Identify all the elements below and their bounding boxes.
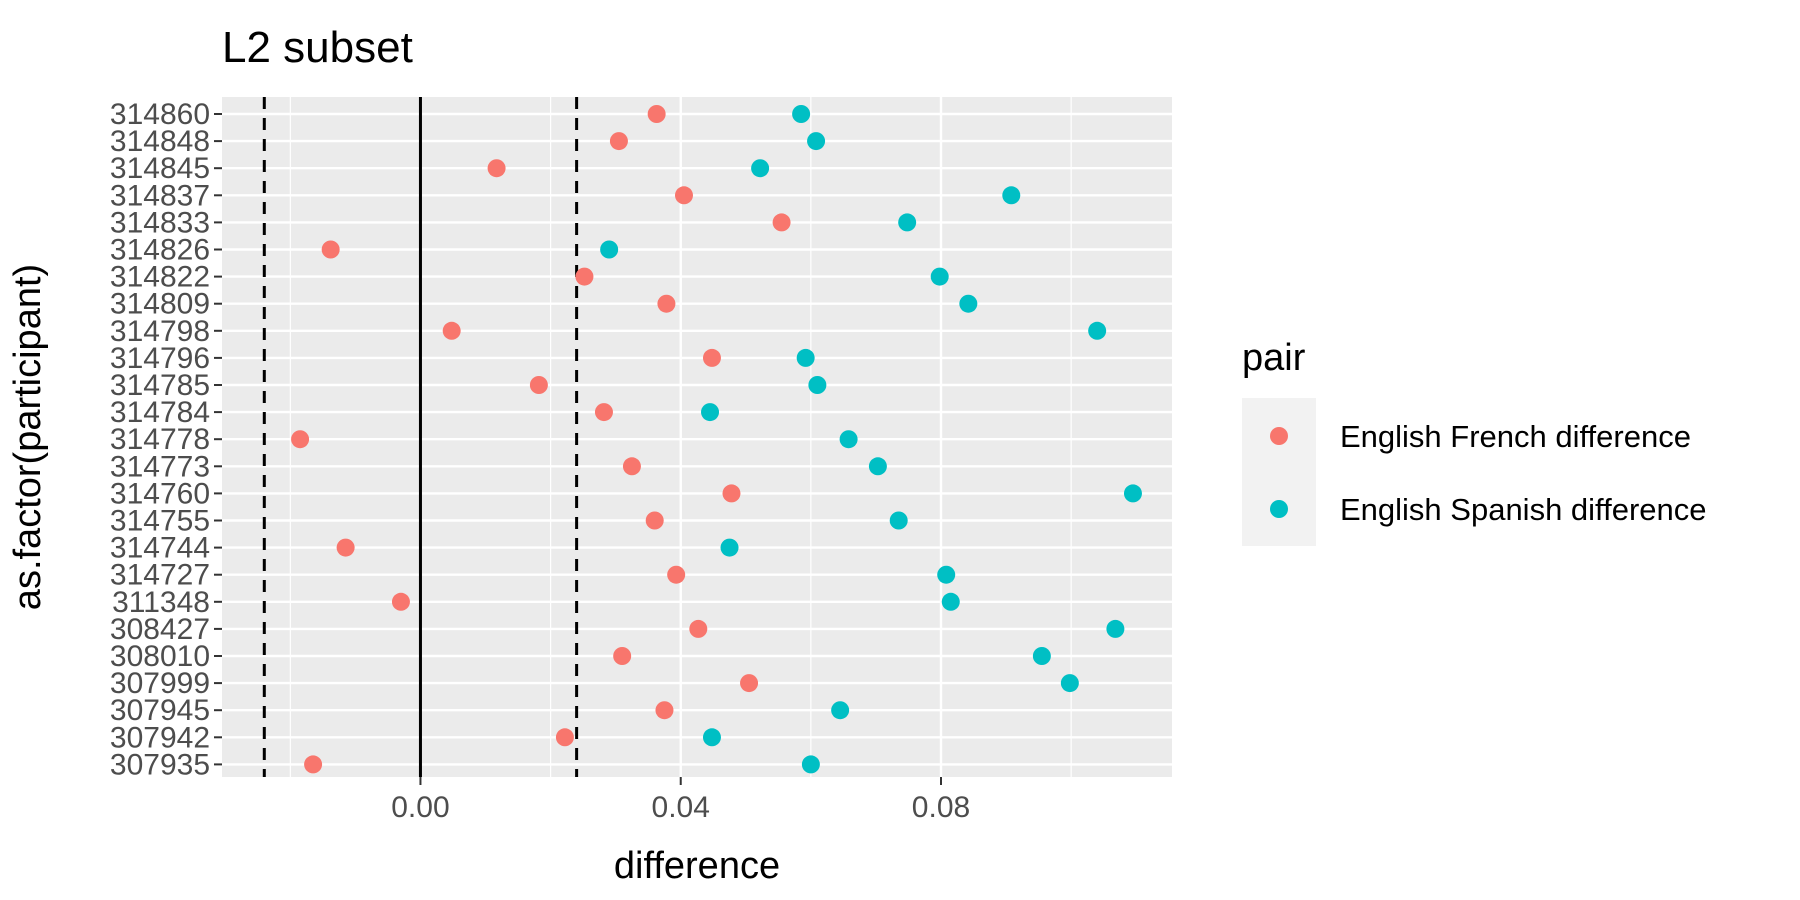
x-tick-label: 0.08: [912, 791, 970, 824]
y-tick-label: 314784: [110, 396, 210, 429]
x-axis: 0.00 0.04 0.08: [391, 777, 970, 824]
y-tick-label: 314773: [110, 450, 210, 483]
point-series-0-314848: [609, 132, 628, 151]
data-points: [291, 105, 1142, 774]
legend-key-background: [1242, 398, 1316, 546]
y-tick-label: 314848: [110, 125, 210, 158]
point-series-1-314826: [600, 240, 619, 259]
point-series-1-314845: [751, 159, 770, 178]
y-axis-label: as.factor(participant): [7, 264, 49, 610]
y-tick-label: 314822: [110, 261, 210, 294]
y-axis: 3079353079423079453079993080103084273113…: [110, 98, 222, 781]
y-tick-label: 308010: [110, 640, 210, 673]
point-series-0-314796: [702, 348, 721, 367]
y-tick-label: 307935: [110, 748, 210, 781]
y-tick-label: 314760: [110, 477, 210, 510]
y-tick-label: 314826: [110, 234, 210, 267]
point-series-0-314798: [442, 321, 461, 340]
y-tick-label: 314796: [110, 342, 210, 375]
point-series-0-307945: [655, 701, 674, 720]
plot-panel: [222, 97, 1172, 777]
y-tick-label: 307945: [110, 694, 210, 727]
y-tick-label: 307999: [110, 667, 210, 700]
point-series-1-307945: [831, 701, 850, 720]
y-tick-label: 314809: [110, 288, 210, 321]
point-series-0-314809: [657, 294, 676, 313]
y-tick-label: 307942: [110, 721, 210, 754]
point-series-1-307999: [1060, 674, 1079, 693]
point-series-0-311348: [391, 592, 410, 611]
y-tick-label: 314860: [110, 98, 210, 131]
y-tick-label: 314833: [110, 206, 210, 239]
point-series-0-314778: [291, 430, 310, 449]
point-series-0-314860: [647, 105, 666, 123]
point-series-0-314784: [594, 403, 613, 422]
point-series-0-314785: [529, 376, 548, 394]
grid-minor-lines: [289, 97, 1072, 777]
point-series-1-314773: [868, 457, 887, 476]
point-series-0-307942: [555, 728, 574, 747]
y-tick-label: 314845: [110, 152, 210, 185]
x-axis-label: difference: [614, 845, 780, 887]
legend-label-1: English Spanish difference: [1340, 492, 1707, 527]
point-series-1-307942: [702, 728, 721, 747]
point-series-0-314773: [622, 457, 641, 476]
y-tick-label: 308427: [110, 613, 210, 646]
point-series-1-314796: [796, 348, 815, 367]
point-series-0-308010: [613, 647, 632, 665]
x-tick-label: 0.00: [391, 791, 449, 824]
point-series-1-314784: [701, 403, 720, 422]
point-series-1-314860: [792, 105, 811, 123]
point-series-0-314822: [575, 267, 594, 286]
legend-label-0: English French difference: [1340, 419, 1691, 454]
point-series-1-314848: [807, 132, 826, 151]
reference-lines: [262, 97, 579, 777]
point-series-0-314826: [321, 240, 340, 259]
point-series-1-314778: [839, 430, 858, 449]
point-series-0-307999: [740, 674, 759, 693]
y-tick-label: 314837: [110, 179, 210, 212]
point-series-1-308010: [1032, 647, 1051, 665]
point-series-1-314809: [959, 294, 978, 313]
point-series-0-314837: [674, 186, 693, 205]
point-series-1-314755: [889, 511, 908, 530]
y-tick-label: 314778: [110, 423, 210, 456]
legend-title: pair: [1242, 337, 1306, 379]
point-series-1-314837: [1002, 186, 1021, 205]
point-series-0-314845: [487, 159, 506, 178]
point-series-1-314833: [898, 213, 917, 232]
point-series-1-308427: [1106, 619, 1125, 638]
point-series-0-314744: [336, 538, 355, 557]
point-series-0-314760: [722, 484, 741, 503]
point-series-1-314760: [1123, 484, 1142, 503]
legend-key-0: [1270, 427, 1288, 445]
point-series-1-314785: [808, 376, 827, 394]
point-series-1-314798: [1088, 321, 1107, 340]
y-tick-label: 314744: [110, 532, 210, 565]
y-tick-label: 314755: [110, 505, 210, 538]
y-tick-label: 314798: [110, 315, 210, 348]
point-series-0-308427: [689, 619, 708, 638]
point-series-1-314727: [937, 565, 956, 584]
point-series-1-314822: [930, 267, 949, 286]
y-tick-label: 314785: [110, 369, 210, 402]
point-series-0-314727: [667, 565, 686, 584]
x-tick-label: 0.04: [652, 791, 710, 824]
y-tick-label: 311348: [112, 586, 210, 619]
point-series-1-314744: [720, 538, 739, 557]
point-series-0-314755: [645, 511, 664, 530]
chart-title: L2 subset: [222, 23, 413, 72]
y-tick-label: 314727: [110, 559, 210, 592]
point-series-0-307935: [304, 755, 323, 774]
point-series-0-314833: [772, 213, 791, 232]
point-series-1-311348: [941, 592, 960, 611]
legend-key-1: [1270, 500, 1288, 518]
legend: pair English French difference English Sp…: [1242, 337, 1707, 546]
point-series-1-307935: [801, 755, 820, 774]
